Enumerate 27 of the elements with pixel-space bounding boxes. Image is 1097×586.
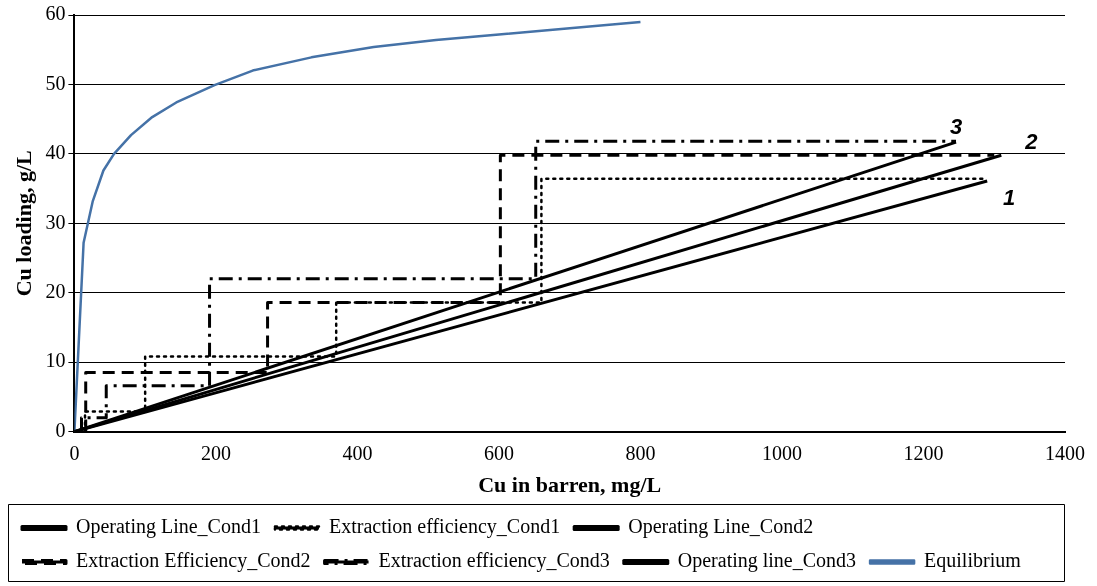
y-tick-label: 50: [45, 71, 66, 94]
x-tick-label: 200: [200, 441, 231, 464]
annotation: 1: [1003, 185, 1016, 211]
legend-label: Equilibrium: [924, 549, 1022, 573]
annotation: 3: [949, 114, 963, 140]
legend-label: Operating line_Cond3: [677, 549, 857, 573]
legend-label: Extraction efficiency_Cond1: [328, 515, 561, 539]
y-tick-label: 10: [45, 349, 66, 372]
y-tick-label: 60: [45, 2, 66, 25]
legend-label: Extraction efficiency_Cond3: [378, 549, 610, 573]
x-tick-label: 400: [342, 441, 373, 464]
y-tick-label: 20: [45, 279, 66, 302]
x-tick-label: 1400: [1045, 441, 1085, 464]
y-tick-label: 30: [45, 210, 66, 233]
x-tick-label: 800: [625, 441, 656, 464]
y-tick-label: 40: [45, 141, 66, 164]
x-axis-title: Cu in barren, mg/L: [478, 472, 662, 498]
legend-label: Extraction Efficiency_Cond2: [76, 549, 311, 573]
x-tick-label: 1000: [761, 441, 802, 464]
x-tick-label: 600: [483, 441, 514, 464]
y-axis-title: Cu loading, g/L: [10, 150, 36, 297]
x-tick-label: 1200: [903, 441, 944, 464]
x-tick-label: 0: [69, 441, 80, 464]
annotation: 2: [1024, 129, 1039, 155]
y-tick-label: 0: [55, 418, 66, 441]
legend-label: Operating Line_Cond1: [76, 515, 261, 539]
legend-label: Operating Line_Cond2: [628, 515, 814, 539]
